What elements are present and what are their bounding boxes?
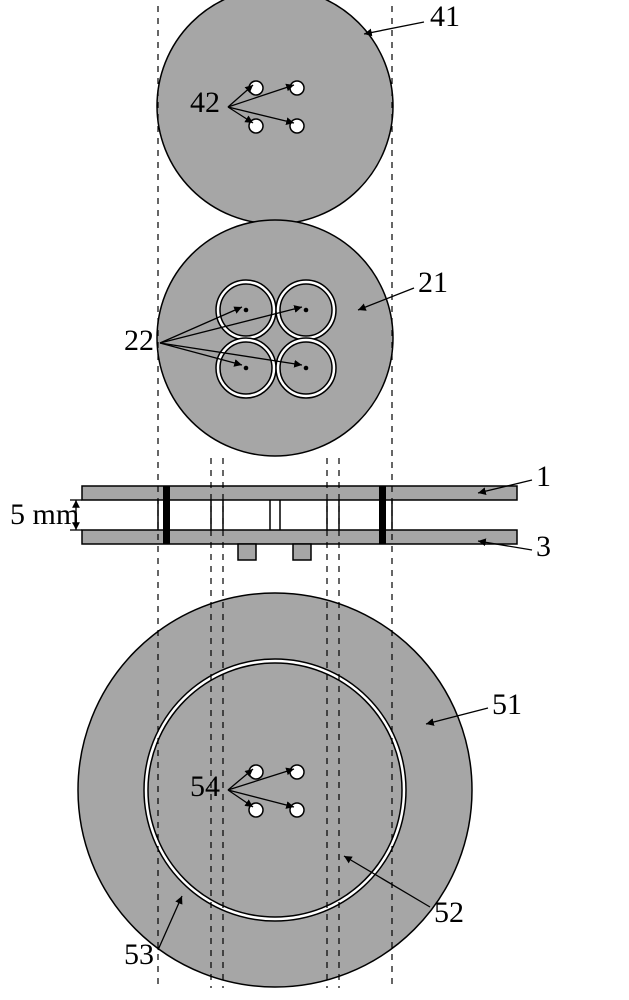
plate-bottom xyxy=(82,530,517,544)
inner-disc-52 xyxy=(148,663,402,917)
plate-top xyxy=(82,486,517,500)
ring-22-dot xyxy=(304,366,309,371)
label-1: 1 xyxy=(536,460,551,493)
tab xyxy=(293,544,311,560)
bottom-assembly xyxy=(78,593,472,987)
middle-disc-21 xyxy=(157,220,393,456)
hole-54 xyxy=(290,803,304,817)
label-3: 3 xyxy=(536,530,551,563)
hole-42 xyxy=(249,81,263,95)
label-52: 52 xyxy=(434,896,464,929)
ring-22-dot xyxy=(244,308,249,313)
hole-42 xyxy=(290,81,304,95)
label-53: 53 xyxy=(124,938,154,971)
hole-42 xyxy=(290,119,304,133)
label-51: 51 xyxy=(492,688,522,721)
dimension-text: 5 mm xyxy=(10,498,79,531)
dimension-5mm: 5 mm xyxy=(10,498,82,531)
hole-54 xyxy=(290,765,304,779)
black-bar xyxy=(379,486,386,544)
ring-22-dot xyxy=(244,366,249,371)
ring-22-dot xyxy=(304,308,309,313)
label-42: 42 xyxy=(190,86,220,119)
label-21: 21 xyxy=(418,266,448,299)
label-54: 54 xyxy=(190,770,220,803)
black-bar xyxy=(163,486,170,544)
label-22: 22 xyxy=(124,324,154,357)
label-41: 41 xyxy=(430,0,460,33)
tab xyxy=(238,544,256,560)
hole-54 xyxy=(249,765,263,779)
